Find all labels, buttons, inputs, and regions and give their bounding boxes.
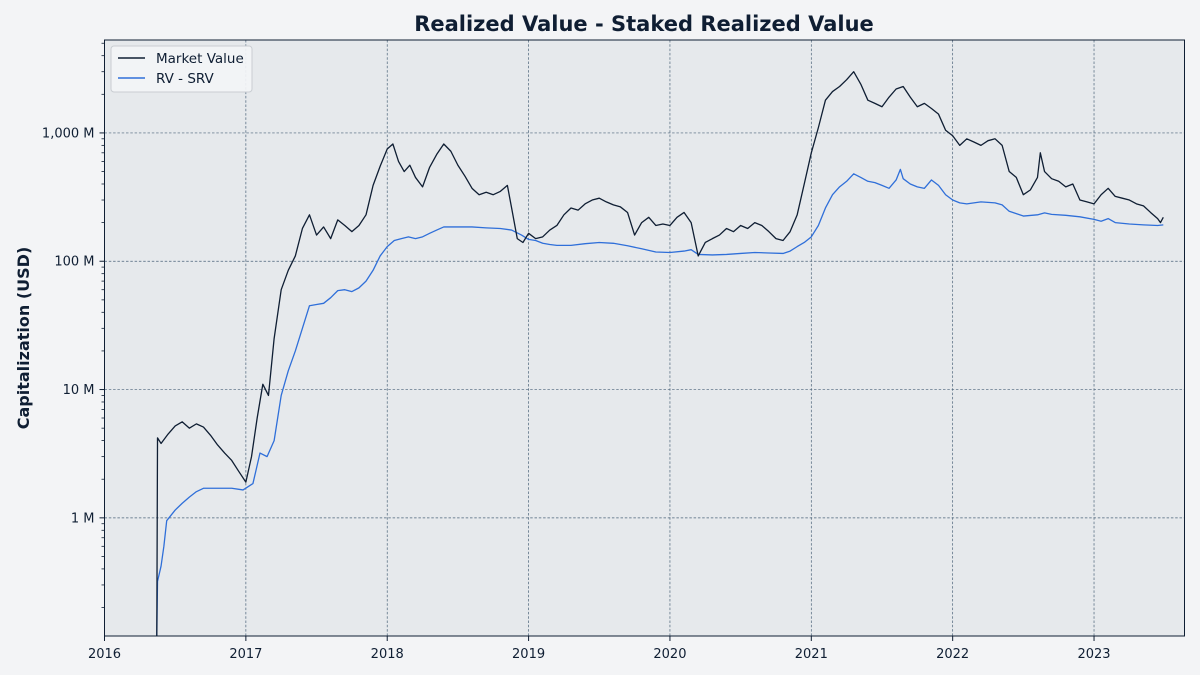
chart-title: Realized Value - Staked Realized Value [414, 12, 874, 36]
legend-label-market-value: Market Value [156, 51, 244, 67]
x-tick-label: 2023 [1077, 647, 1110, 662]
series-layer [156, 71, 1164, 637]
legend-box [110, 45, 253, 93]
x-tick-label: 2017 [229, 647, 262, 662]
series-line-rv-srv [156, 168, 1164, 637]
x-tick-label: 2021 [795, 647, 828, 662]
grid [104, 40, 1185, 636]
x-tick-label: 2016 [88, 647, 121, 662]
series-line-market-value [156, 71, 1164, 637]
x-tick-label: 2020 [653, 647, 686, 662]
legend-label-rv-srv: RV - SRV [156, 71, 215, 87]
plot-frame [104, 39, 1185, 637]
y-axis-label: Capitalization (USD) [14, 247, 33, 430]
y-tick-label: 1 M [71, 511, 95, 526]
x-tick-label: 2022 [936, 647, 969, 662]
legend: Market Value RV - SRV [110, 45, 253, 93]
x-tick-label: 2019 [512, 647, 545, 662]
y-tick-label: 100 M [54, 255, 94, 270]
y-tick-label: 1,000 M [42, 126, 95, 141]
y-tick-label: 10 M [63, 383, 95, 398]
plot-area [104, 40, 1185, 636]
axis-ticks: 2016 2017 2018 2019 2020 2021 2022 2023 1 M 10 M 1… [42, 42, 1111, 662]
x-tick-label: 2018 [371, 647, 404, 662]
